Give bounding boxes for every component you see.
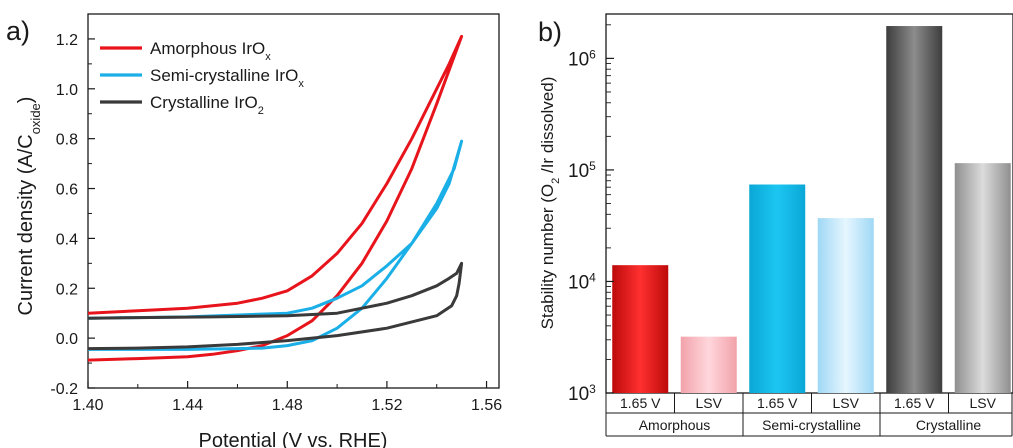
x-tick-label: 1.44 [172,397,203,414]
y-tick-label: 0.6 [56,182,78,199]
plot-b-ticks: 103 104 105 106 [568,24,614,405]
x-tick-label: 1.52 [371,397,402,414]
panel-b-label: b) [538,17,562,47]
plot-a-series [88,34,464,362]
plot-b-y-axis-label: Stability number (O2 /Ir dissolved) [538,77,562,330]
cv-curve [88,139,464,351]
y-tick-label: -0.2 [50,381,78,398]
bar [749,184,806,393]
x-tick-label: 1.40 [72,397,103,414]
plot-a-y-axis-label: Current density (A/Coxide) [15,97,43,316]
x-tick-label: 1.48 [272,397,303,414]
y-tick-label: 104 [568,270,596,293]
x-tick-label: 1.56 [471,397,502,414]
plot-a-x-axis-label: Potential (V vs. RHE) [199,430,388,448]
plot-a-legend: Amorphous IrOx Semi-crystalline IrOx Cryst… [100,39,304,117]
legend-entry: Crystalline IrO2 [150,93,264,117]
bar-category-label: 1.65 V [894,395,935,411]
cv-curve [88,261,464,351]
y-tick-label: 0.8 [56,132,78,149]
y-tick-label: 103 [568,382,596,405]
panel-a-cv-plot: a) 1.40 1.44 1.48 1.52 1.56 -0.2 0.0 0.2 0.4 0.6 0… [6,13,502,448]
y-tick-label: 0.0 [56,331,78,348]
bar-group-label: Semi-crystalline [762,417,861,433]
y-tick-label: 1.2 [56,32,78,49]
bar [612,265,669,393]
plot-a-ticks: 1.40 1.44 1.48 1.52 1.56 -0.2 0.0 0.2 0.4 0.6 0.8 1… [50,13,502,414]
bar-category-label: LSV [696,395,723,411]
plot-a-frame [87,13,500,389]
y-tick-label: 0.4 [56,231,78,248]
bar-category-label: 1.65 V [620,395,661,411]
y-tick-label: 1.0 [56,82,78,99]
plot-b-bars [612,26,1011,393]
bar [954,163,1011,393]
bar-group-label: Amorphous [639,417,711,433]
bar-category-label: 1.65 V [757,395,798,411]
y-tick-label: 106 [568,47,596,70]
bar-category-label: LSV [970,395,997,411]
bar [886,26,943,393]
y-tick-label: 105 [568,159,596,182]
bar [680,336,737,393]
bar-group-label: Crystalline [916,417,982,433]
panel-a-label: a) [6,16,30,46]
bar-category-label: LSV [833,395,860,411]
legend-entry: Semi-crystalline IrOx [150,66,304,90]
bar [817,218,874,393]
legend-entry: Amorphous IrOx [150,39,271,63]
plot-b-category-table: 1.65 V LSV 1.65 V LSV 1.65 V LSV Amorphous Semi… [605,393,1013,437]
y-tick-label: 0.2 [56,281,78,298]
